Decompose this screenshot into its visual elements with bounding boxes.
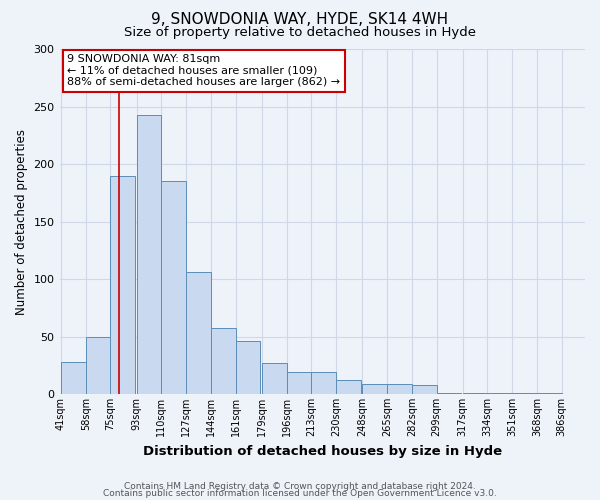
Bar: [161, 182, 186, 394]
Bar: [137, 114, 161, 394]
Bar: [412, 385, 437, 394]
Bar: [186, 272, 211, 394]
Bar: [86, 336, 110, 394]
Bar: [437, 393, 461, 394]
Bar: [537, 393, 562, 394]
Bar: [362, 384, 387, 394]
Bar: [287, 372, 311, 394]
Bar: [110, 176, 135, 394]
Bar: [311, 372, 336, 394]
Bar: [387, 384, 412, 394]
Y-axis label: Number of detached properties: Number of detached properties: [15, 128, 28, 314]
Bar: [262, 363, 287, 394]
Bar: [487, 393, 512, 394]
X-axis label: Distribution of detached houses by size in Hyde: Distribution of detached houses by size …: [143, 444, 502, 458]
Bar: [336, 380, 361, 394]
Text: Size of property relative to detached houses in Hyde: Size of property relative to detached ho…: [124, 26, 476, 39]
Bar: [61, 362, 86, 394]
Bar: [463, 393, 487, 394]
Bar: [211, 328, 236, 394]
Text: 9, SNOWDONIA WAY, HYDE, SK14 4WH: 9, SNOWDONIA WAY, HYDE, SK14 4WH: [151, 12, 449, 28]
Text: Contains HM Land Registry data © Crown copyright and database right 2024.: Contains HM Land Registry data © Crown c…: [124, 482, 476, 491]
Bar: [236, 341, 260, 394]
Text: 9 SNOWDONIA WAY: 81sqm
← 11% of detached houses are smaller (109)
88% of semi-de: 9 SNOWDONIA WAY: 81sqm ← 11% of detached…: [67, 54, 341, 88]
Text: Contains public sector information licensed under the Open Government Licence v3: Contains public sector information licen…: [103, 490, 497, 498]
Bar: [512, 393, 537, 394]
